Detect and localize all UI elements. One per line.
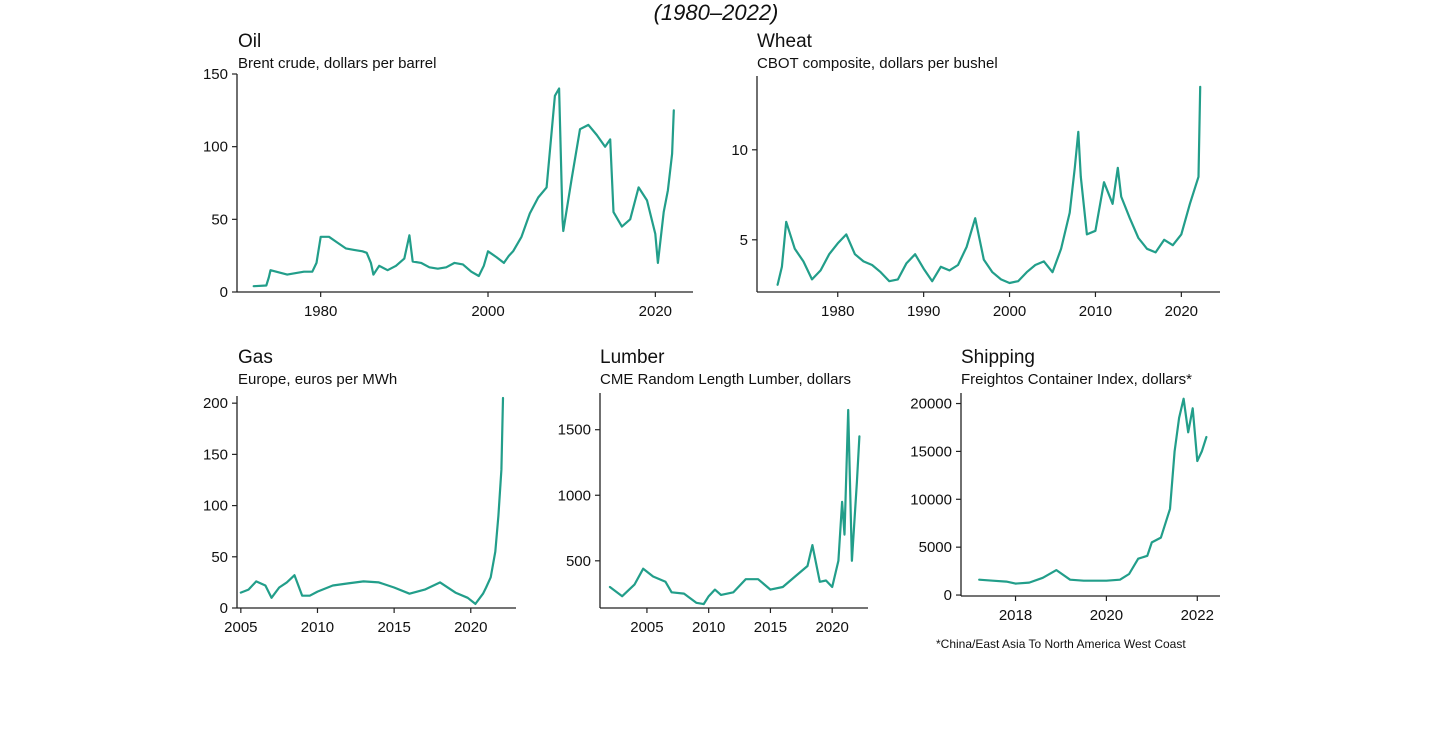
lumber-y-tick-label: 1500 — [558, 422, 591, 439]
chart-title: Wheat — [757, 31, 812, 52]
oil-x-tick-label: 1980 — [304, 303, 337, 320]
lumber-x-tick-label: 2015 — [754, 619, 787, 636]
chart-subtitle: Europe, euros per MWh — [238, 371, 398, 388]
shipping-y-tick-label: 0 — [944, 587, 952, 604]
shipping-series-line — [978, 397, 1208, 585]
shipping-x-tick-label: 2020 — [1090, 607, 1123, 624]
footnote: *China/East Asia To North America West C… — [936, 637, 1186, 651]
oil-y-tick-label: 50 — [211, 211, 228, 228]
chart-subtitle: CBOT composite, dollars per bushel — [757, 55, 998, 72]
wheat-y-tick-label: 10 — [731, 142, 748, 159]
lumber-y-tick-label: 1000 — [558, 487, 591, 504]
lumber-x-tick-label: 2005 — [630, 619, 663, 636]
wheat-series-line — [776, 85, 1202, 286]
lumber-x-tick-label: 2010 — [692, 619, 725, 636]
lumber-x-tick-label: 2020 — [815, 619, 848, 636]
shipping-x-tick-label: 2018 — [999, 607, 1032, 624]
gas-y-tick-label: 150 — [203, 446, 228, 463]
chart-title: Gas — [238, 347, 273, 368]
gas-y-tick-label: 0 — [220, 600, 228, 617]
oil-y-tick-label: 100 — [203, 139, 228, 156]
oil-y-tick-label: 150 — [203, 66, 228, 83]
lumber-y-tick-label: 500 — [566, 553, 591, 570]
gas-x-tick-label: 2010 — [301, 619, 334, 636]
wheat-x-tick-label: 1990 — [907, 303, 940, 320]
wheat-x-tick-label: 2020 — [1165, 303, 1198, 320]
wheat-x-tick-label: 2000 — [993, 303, 1026, 320]
gas-x-tick-label: 2015 — [377, 619, 410, 636]
shipping-y-tick-label: 20000 — [910, 396, 952, 413]
chart-title: Lumber — [600, 347, 665, 368]
oil-y-tick-label: 0 — [220, 284, 228, 301]
chart-subtitle: CME Random Length Lumber, dollars — [600, 371, 851, 388]
gas-y-tick-label: 100 — [203, 498, 228, 515]
shipping-y-tick-label: 10000 — [910, 491, 952, 508]
shipping-x-tick-label: 2022 — [1181, 607, 1214, 624]
gas-x-tick-label: 2005 — [224, 619, 257, 636]
gas-y-tick-label: 200 — [203, 395, 228, 412]
wheat-x-tick-label: 2010 — [1079, 303, 1112, 320]
chart-title: Oil — [238, 31, 262, 52]
chart-subtitle: Brent crude, dollars per barrel — [238, 55, 437, 72]
wheat-x-tick-label: 1980 — [821, 303, 854, 320]
wheat-y-tick-label: 5 — [740, 232, 748, 249]
gas-y-tick-label: 50 — [211, 549, 228, 566]
chart-subtitle: Freightos Container Index, dollars* — [961, 371, 1192, 388]
oil-x-tick-label: 2000 — [471, 303, 504, 320]
oil-x-tick-label: 2020 — [639, 303, 672, 320]
shipping-y-tick-label: 15000 — [910, 443, 952, 460]
oil-series-line — [252, 87, 675, 288]
lumber-series-line — [608, 408, 861, 606]
page-title: (1980–2022) — [653, 0, 779, 25]
gas-series-line — [239, 396, 505, 606]
chart-title: Shipping — [961, 347, 1035, 368]
gas-x-tick-label: 2020 — [454, 619, 487, 636]
shipping-y-tick-label: 5000 — [919, 539, 952, 556]
